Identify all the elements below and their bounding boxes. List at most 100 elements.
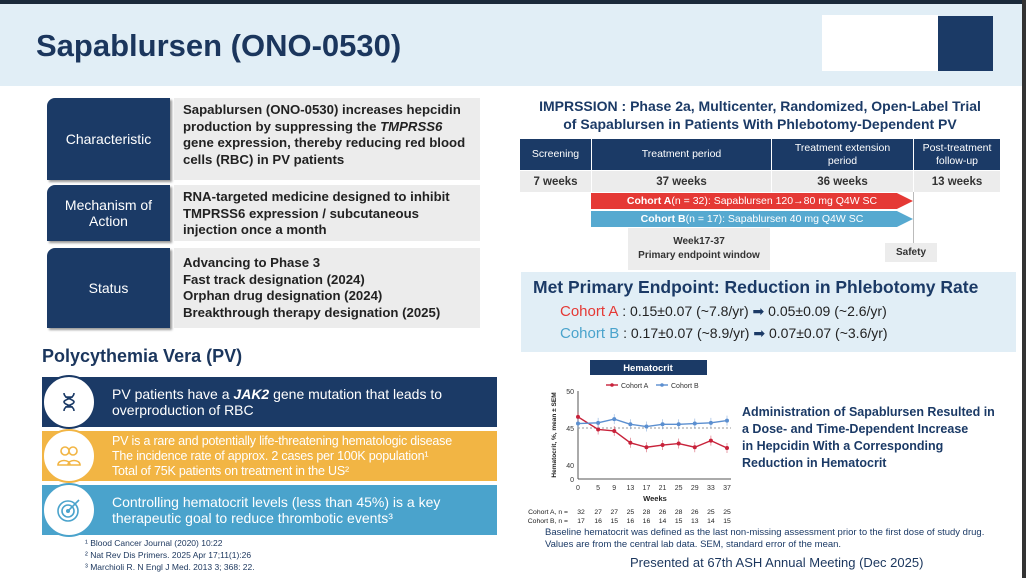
chart-title: Hematocrit bbox=[623, 363, 673, 374]
status-line: Fast track designation (2024) bbox=[183, 271, 365, 287]
data-point bbox=[725, 445, 729, 450]
text: Reduction in Hematocrit bbox=[742, 456, 887, 470]
text: gene mutation that leads to overproducti… bbox=[112, 386, 443, 418]
dna-icon bbox=[42, 375, 96, 429]
banner-rare-disease: PV is a rare and potentially life-threat… bbox=[42, 429, 497, 483]
data-point bbox=[576, 414, 580, 419]
data-point bbox=[596, 420, 601, 425]
primary-endpoint-window: Week17-37 Primary endpoint window bbox=[628, 228, 770, 270]
phase-duration: 36 weeks bbox=[772, 171, 913, 192]
phase-header: Screening bbox=[520, 139, 591, 170]
title-line: of Sapablursen in Patients With Phleboto… bbox=[563, 116, 957, 132]
y-tick-label: 45 bbox=[566, 426, 574, 433]
text: in Hepcidin With a Corresponding bbox=[742, 439, 944, 453]
x-tick-label: 5 bbox=[596, 485, 600, 492]
text-status: Advancing to Phase 3 Fast track designati… bbox=[174, 248, 480, 328]
target-icon bbox=[42, 483, 96, 537]
footnote: ³ Marchioli R. N Engl J Med. 2013 3; 368… bbox=[85, 562, 255, 572]
data-point bbox=[676, 441, 681, 446]
n-value: 15 bbox=[610, 518, 618, 525]
cohort-b-arrow: Cohort B (n = 17): Sapablursen 40 mg Q4W… bbox=[591, 211, 913, 227]
phase-duration: 37 weeks bbox=[592, 171, 771, 192]
n-value: 27 bbox=[610, 509, 618, 516]
footnote: ² Nat Rev Dis Primers. 2025 Apr 17;11(1)… bbox=[85, 550, 252, 560]
text: Week17-37 bbox=[673, 236, 725, 247]
cohort-name: Cohort B bbox=[640, 213, 686, 225]
data-point bbox=[644, 424, 649, 429]
status-line: Orphan drug designation (2024) bbox=[183, 288, 383, 303]
cohort-detail: (n = 17): Sapablursen 40 mg Q4W SC bbox=[685, 213, 864, 225]
presented-at: Presented at 67th ASH Annual Meeting (De… bbox=[630, 555, 924, 570]
plot-area: 0 40 45 50 0 5 9 13 17 21 25 29 33 37 Weeks Hematocrit,… bbox=[528, 389, 731, 525]
phase-header: Treatment extension period bbox=[772, 139, 913, 170]
admin-text: Administration of Sapablursen Resulted i… bbox=[742, 404, 995, 472]
text: a Dose- and Time-Dependent Increase bbox=[742, 422, 969, 436]
x-axis-label: Weeks bbox=[643, 494, 667, 503]
x-tick-label: 0 bbox=[576, 485, 580, 492]
n-value: 28 bbox=[675, 509, 683, 516]
data-point bbox=[628, 440, 633, 445]
n-value: 17 bbox=[577, 518, 585, 525]
text: Primary endpoint window bbox=[638, 250, 760, 261]
endpoint-cohort-a: Cohort A : 0.15±0.07 (~7.8/yr) ➡ 0.05±0.… bbox=[560, 303, 887, 320]
data-point bbox=[628, 422, 633, 427]
banner-hematocrit-goal: Controlling hematocrit levels (less than… bbox=[42, 483, 497, 537]
data-point bbox=[708, 420, 713, 425]
n-value: 14 bbox=[659, 518, 667, 525]
top-border bbox=[0, 0, 1026, 4]
legend-label: Cohort A bbox=[621, 383, 649, 390]
text: therapeutic goal to reduce thrombotic ev… bbox=[112, 510, 393, 526]
page-title: Sapablursen (ONO-0530) bbox=[36, 28, 402, 63]
text: Total of 75K patients on treatment in th… bbox=[112, 463, 349, 478]
pv-heading: Polycythemia Vera (PV) bbox=[42, 346, 243, 366]
text: gene expression, thereby reducing red bl… bbox=[183, 135, 466, 167]
logo-block bbox=[938, 16, 993, 71]
x-tick-label: 13 bbox=[626, 485, 634, 492]
data-point bbox=[612, 417, 617, 422]
cohort-label: Cohort A bbox=[560, 303, 619, 320]
series-line bbox=[577, 416, 728, 449]
endpoint-cohort-b: Cohort B : 0.17±0.07 (~8.9/yr) ➡ 0.07±0.… bbox=[560, 325, 888, 342]
data-point bbox=[660, 422, 665, 427]
data-point bbox=[596, 427, 601, 432]
cohort-label: Cohort B bbox=[560, 325, 620, 342]
arrow-right-icon: ➡ bbox=[752, 303, 765, 319]
n-value: 16 bbox=[594, 518, 602, 525]
n-value: 25 bbox=[723, 509, 731, 516]
gene-name: JAK2 bbox=[233, 386, 270, 402]
n-value: 16 bbox=[627, 518, 635, 525]
n-value: 28 bbox=[643, 509, 651, 516]
legend: Cohort A Cohort B bbox=[606, 383, 699, 390]
data-point bbox=[660, 443, 665, 448]
n-value: 15 bbox=[675, 518, 683, 525]
n-value: 26 bbox=[659, 509, 667, 516]
chart-title-bg bbox=[590, 360, 707, 375]
x-tick-label: 33 bbox=[707, 485, 715, 492]
y-tick-label: 40 bbox=[566, 463, 574, 470]
n-value: 26 bbox=[691, 509, 699, 516]
data-point bbox=[612, 428, 617, 433]
trial-title: IMPRSSION : Phase 2a, Multicenter, Rando… bbox=[505, 97, 1015, 133]
data-point bbox=[576, 421, 580, 426]
x-tick-label: 17 bbox=[643, 485, 651, 492]
value: : 0.17±0.07 (~8.9/yr) bbox=[619, 325, 754, 341]
value: 0.07±0.07 (~3.6/yr) bbox=[765, 325, 888, 341]
phase-header: Post-treatment follow-up bbox=[914, 139, 1000, 170]
x-tick-label: 37 bbox=[723, 485, 731, 492]
status-line: Advancing to Phase 3 bbox=[183, 255, 321, 270]
series-line bbox=[577, 418, 728, 428]
n-value: 27 bbox=[594, 509, 602, 516]
phase-duration: 7 weeks bbox=[520, 171, 591, 192]
legend-marker bbox=[610, 383, 614, 387]
n-value: 13 bbox=[691, 518, 699, 525]
n-row-label: Cohort A, n = bbox=[528, 509, 568, 516]
text: Administration of Sapablursen Resulted i… bbox=[742, 405, 995, 419]
x-tick-label: 9 bbox=[612, 485, 616, 492]
endpoint-heading: Met Primary Endpoint: Reduction in Phleb… bbox=[533, 277, 979, 297]
cohort-name: Cohort A bbox=[626, 195, 672, 207]
n-value: 25 bbox=[707, 509, 715, 516]
data-point bbox=[676, 422, 681, 427]
people-icon bbox=[42, 429, 96, 483]
n-value: 25 bbox=[627, 509, 635, 516]
